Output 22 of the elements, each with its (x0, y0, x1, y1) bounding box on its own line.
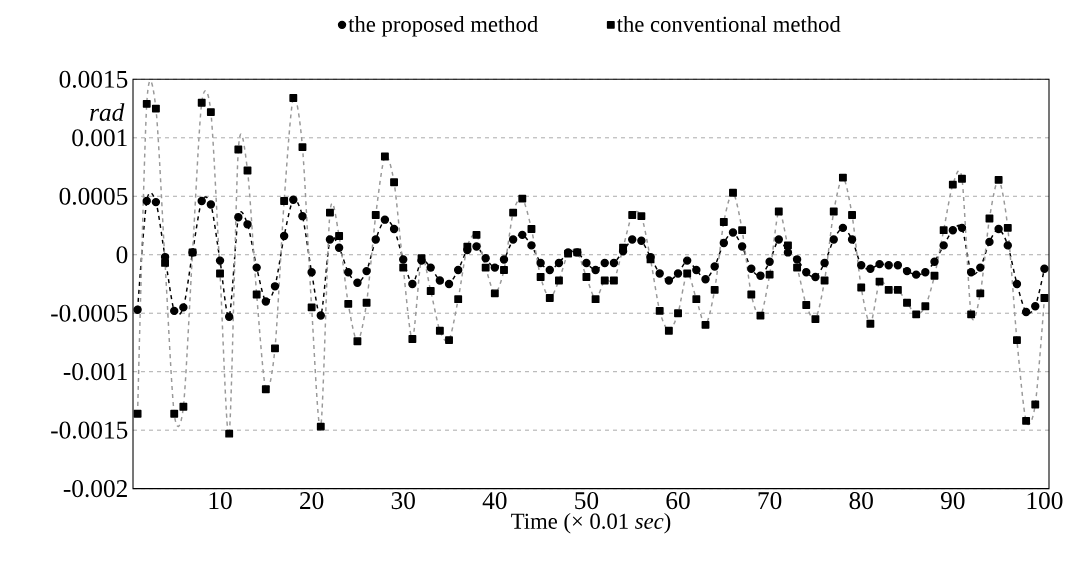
y-tick-label: -0.002 (63, 480, 127, 498)
x-tick-label: 20 (300, 492, 324, 510)
y-axis-title: rad (90, 103, 125, 121)
x-tick-label: 30 (391, 492, 415, 510)
x-tick-label: 80 (849, 492, 873, 510)
x-tick-label: 40 (482, 492, 507, 510)
y-tick-label: 0.0005 (59, 187, 128, 205)
x-tick-label: 60 (666, 492, 690, 510)
x-tick-label: 100 (1027, 492, 1063, 510)
x-tick-label: 90 (940, 492, 965, 510)
y-tick-label: 0 (116, 246, 128, 264)
legend-label: the proposed method (348, 16, 538, 37)
x-axis-title: Time (× 0.01 sec) (511, 512, 671, 534)
y-tick-label: 0.001 (72, 129, 127, 147)
x-tick-label: 10 (209, 492, 232, 510)
x-tick-label: 50 (575, 492, 599, 510)
y-tick-label: -0.001 (63, 363, 127, 381)
y-tick-label: 0.0015 (59, 70, 128, 88)
legend-label: the conventional method (616, 16, 841, 32)
x-tick-label: 70 (758, 492, 782, 510)
y-tick-label: -0.0005 (51, 304, 128, 322)
y-tick-label: -0.0015 (51, 421, 128, 439)
